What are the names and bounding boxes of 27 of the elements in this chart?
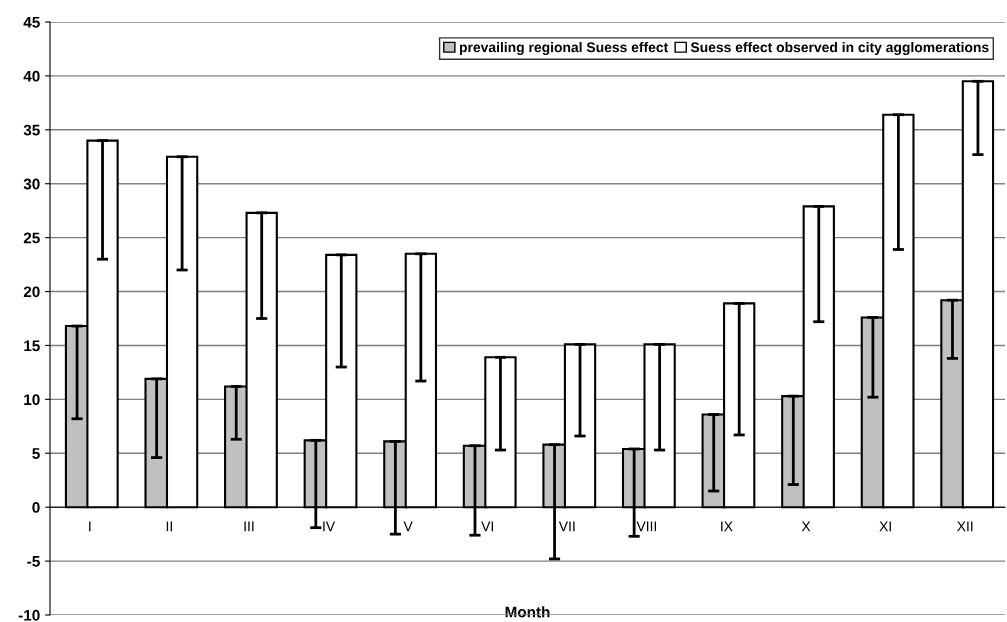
x-tick-label: V	[403, 521, 413, 532]
legend-label: prevailing regional Suess effect	[459, 42, 669, 56]
x-tick-label: IV	[323, 521, 336, 532]
y-tick-label: 10	[24, 394, 40, 406]
x-tick-label: II	[166, 521, 172, 532]
y-tick-label: 20	[23, 286, 40, 298]
x-tick-label: III	[244, 521, 254, 532]
y-tick-label: 0	[32, 502, 40, 513]
y-tick-label: 40	[23, 70, 40, 82]
x-tick-label: X	[801, 521, 811, 532]
y-tick-label: -10	[18, 609, 40, 621]
y-tick-label: 5	[32, 448, 40, 459]
y-tick-label: 30	[23, 178, 40, 190]
legend-label: Suess effect observed in city agglomerations	[690, 42, 989, 56]
y-tick-label: -5	[27, 556, 40, 567]
y-tick-label: 35	[23, 124, 40, 136]
x-tick-label: VIII	[636, 521, 657, 532]
x-tick-label: XII	[957, 521, 973, 532]
x-tick-label: IX	[721, 521, 733, 532]
x-tick-label: VII	[558, 521, 575, 532]
x-axis-title: Month	[505, 606, 550, 618]
x-tick-label: XI	[879, 521, 891, 532]
y-tick-label: 45	[23, 17, 40, 28]
y-tick-label: 25	[23, 232, 40, 244]
x-tick-label: VI	[481, 521, 493, 532]
y-tick-label: 15	[24, 340, 40, 352]
x-tick-label: I	[89, 521, 91, 532]
